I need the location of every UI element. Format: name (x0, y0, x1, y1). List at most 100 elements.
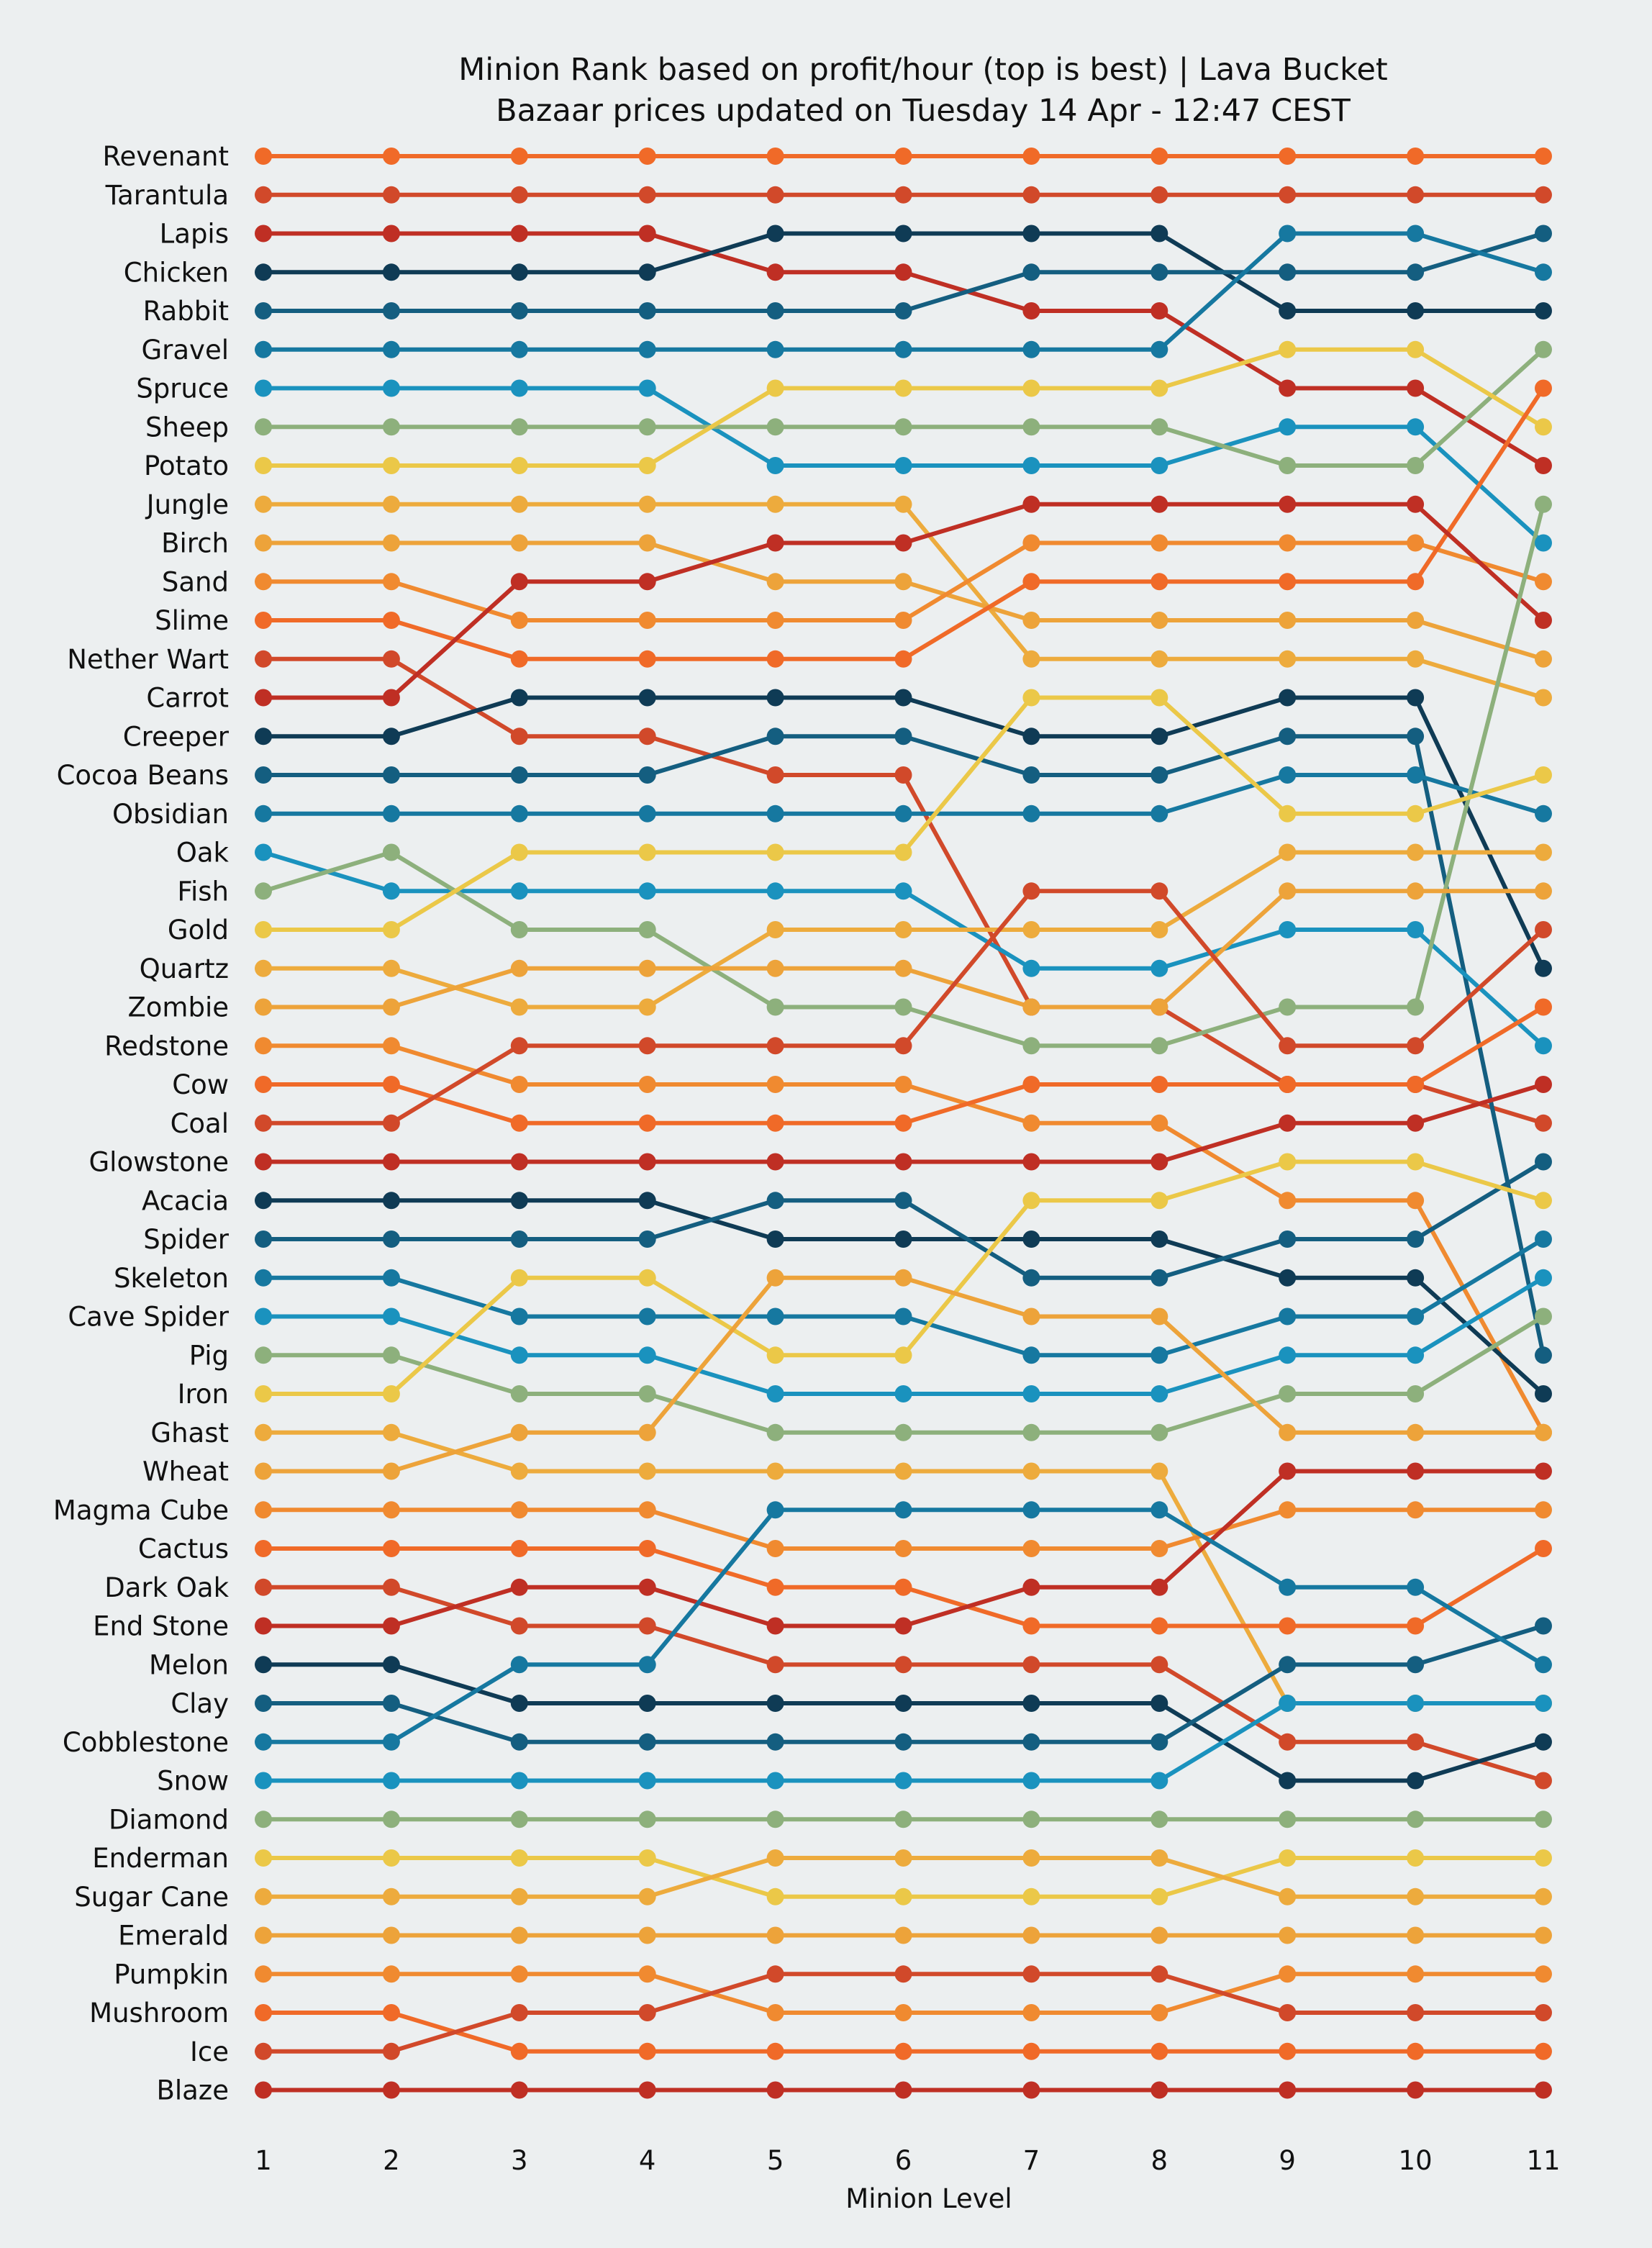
data-point (766, 1462, 784, 1480)
y-tick-label: Ghast (150, 1418, 229, 1449)
data-point (638, 612, 656, 629)
data-point (1279, 148, 1297, 165)
data-point (638, 843, 656, 861)
data-point (1150, 1617, 1168, 1635)
data-point (638, 2081, 656, 2099)
data-point (638, 302, 656, 319)
data-point (766, 1772, 784, 1790)
data-point (766, 1926, 784, 1944)
data-point (255, 805, 272, 822)
data-point (1279, 1926, 1297, 1944)
data-point (1279, 1462, 1297, 1480)
data-point (638, 1307, 656, 1325)
data-point (1407, 1849, 1425, 1867)
data-point (382, 457, 400, 474)
data-point (1150, 1733, 1168, 1751)
data-point (382, 379, 400, 397)
data-point (1407, 1578, 1425, 1596)
data-point (1022, 495, 1040, 513)
data-point (1279, 1153, 1297, 1171)
y-tick-label: Skeleton (114, 1263, 229, 1294)
data-point (1535, 1965, 1552, 1983)
data-point (1407, 728, 1425, 745)
data-point (766, 612, 784, 629)
y-tick-label: Pig (189, 1340, 229, 1371)
data-point (894, 1037, 912, 1055)
y-tick-label: Slime (155, 605, 229, 636)
data-point (894, 882, 912, 900)
data-point (1279, 805, 1297, 822)
data-point (1407, 921, 1425, 938)
data-point (638, 340, 656, 358)
data-point (1407, 1346, 1425, 1364)
data-point (255, 1810, 272, 1828)
data-point (638, 1733, 656, 1751)
data-point (1535, 457, 1552, 474)
data-point (1279, 1965, 1297, 1983)
data-point (1150, 1307, 1168, 1325)
data-point (1535, 1037, 1552, 1055)
data-point (510, 1965, 528, 1983)
data-point (382, 263, 400, 281)
data-point (766, 1695, 784, 1712)
data-point (510, 2042, 528, 2060)
y-tick-label: Diamond (109, 1804, 229, 1835)
data-point (1150, 1849, 1168, 1867)
data-point (1279, 379, 1297, 397)
data-point (255, 650, 272, 668)
data-point (510, 882, 528, 900)
data-point (766, 1230, 784, 1248)
data-point (1279, 612, 1297, 629)
data-point (1407, 612, 1425, 629)
data-point (1535, 418, 1552, 436)
data-point (510, 1346, 528, 1364)
data-point (1150, 418, 1168, 436)
data-point (382, 1153, 400, 1171)
data-point (1022, 998, 1040, 1016)
data-point (1022, 805, 1040, 822)
data-point (638, 2004, 656, 2021)
series-line-8 (263, 348, 1546, 468)
data-point (510, 650, 528, 668)
data-point (1150, 1423, 1168, 1441)
data-point (638, 921, 656, 938)
data-point (255, 843, 272, 861)
data-point (510, 2004, 528, 2021)
data-point (1535, 1230, 1552, 1248)
data-point (382, 1192, 400, 1210)
data-point (255, 1695, 272, 1712)
data-point (1022, 1965, 1040, 1983)
y-tick-label: Mushroom (89, 1998, 229, 2029)
data-point (1407, 1965, 1425, 1983)
data-point (382, 1462, 400, 1480)
data-point (766, 2004, 784, 2021)
data-point (1150, 1810, 1168, 1828)
y-tick-label: Birch (161, 528, 229, 559)
data-point (382, 148, 400, 165)
data-point (382, 1346, 400, 1364)
data-point (510, 1887, 528, 1905)
data-point (894, 843, 912, 861)
data-point (1022, 1037, 1040, 1055)
data-point (1150, 1540, 1168, 1557)
data-point (1535, 1887, 1552, 1905)
y-tick-label: Emerald (118, 1921, 229, 1952)
data-point (1535, 1269, 1552, 1287)
data-point (255, 1772, 272, 1790)
y-tick-label: Sugar Cane (74, 1882, 229, 1913)
data-point (1279, 1578, 1297, 1596)
data-point (766, 379, 784, 397)
data-point (382, 2004, 400, 2021)
y-tick-label: Acacia (142, 1185, 229, 1216)
data-point (1022, 573, 1040, 591)
data-point (1022, 1076, 1040, 1093)
data-point (894, 921, 912, 938)
data-point (510, 1385, 528, 1402)
data-point (894, 1153, 912, 1171)
data-point (1407, 882, 1425, 900)
data-point (382, 843, 400, 861)
y-tick-label: Oak (176, 838, 230, 869)
data-point (255, 689, 272, 707)
data-point (382, 1037, 400, 1055)
